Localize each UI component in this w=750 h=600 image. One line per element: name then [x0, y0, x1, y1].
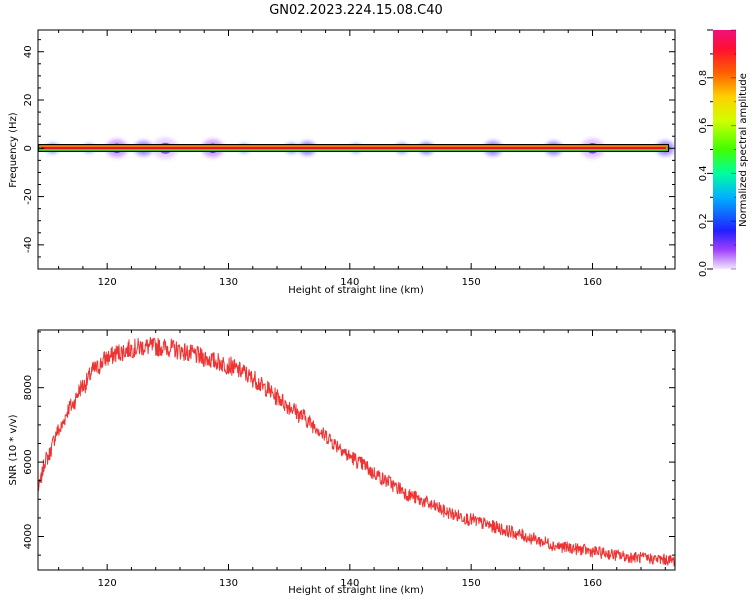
figure-title: GN02.2023.224.15.08.C40 — [269, 3, 443, 18]
bottom-ytick-label: 8000 — [23, 375, 34, 400]
spectrogram-panel: 120 130 140 150 160 40 20 0 -20 -40 Height of str… — [8, 29, 676, 296]
colorbar-gradient — [713, 30, 736, 269]
bottom-xtick-label: 150 — [462, 578, 481, 589]
bottom-xtick-label: 120 — [98, 578, 117, 589]
top-ytick-label: 40 — [23, 45, 34, 58]
top-ytick-label: -20 — [23, 188, 34, 204]
top-ylabel: Frequency (Hz) — [8, 112, 19, 188]
top-xlabel: Height of straight line (km) — [288, 285, 424, 296]
top-axis-ticks: 120 130 140 150 160 40 20 0 -20 -40 — [23, 30, 675, 288]
snr-series-line — [38, 337, 675, 567]
bottom-ytick-label: 6000 — [23, 449, 34, 474]
bottom-ylabel: SNR (10 * v/v) — [8, 414, 19, 485]
top-ytick-label: 0 — [23, 145, 34, 151]
top-ytick-label: 20 — [23, 94, 34, 107]
top-xtick-label: 160 — [583, 277, 602, 288]
bottom-xtick-label: 160 — [583, 578, 602, 589]
colorbar: 0.0 0.2 0.4 0.6 0.8 Normalized spectral ampl… — [698, 29, 749, 277]
colorbar-tick-label: 0.0 — [698, 261, 709, 277]
colorbar-tick-label: 0.4 — [698, 165, 709, 181]
bottom-xlabel: Height of straight line (km) — [288, 585, 424, 596]
bottom-ytick-label: 4000 — [23, 524, 34, 549]
top-xtick-label: 150 — [462, 277, 481, 288]
snr-panel: 120 130 140 150 160 8000 6000 4000 Height of st… — [8, 329, 676, 596]
bottom-xtick-label: 140 — [340, 578, 359, 589]
colorbar-tick-label: 0.8 — [698, 70, 709, 86]
bottom-xtick-label: 130 — [219, 578, 238, 589]
top-xtick-label: 140 — [340, 277, 359, 288]
top-xtick-label: 130 — [219, 277, 238, 288]
top-ytick-label: -40 — [23, 237, 34, 253]
top-axes-frame — [37, 29, 676, 270]
frequency-band — [38, 144, 669, 152]
colorbar-tick-label: 0.2 — [698, 213, 709, 229]
band-core — [41, 147, 666, 149]
colorbar-tick-label: 0.6 — [698, 118, 709, 134]
bottom-axis-ticks: 120 130 140 150 160 8000 6000 4000 — [23, 330, 675, 589]
bottom-axes-frame — [37, 329, 676, 571]
top-xtick-label: 120 — [98, 277, 117, 288]
colorbar-ticks: 0.0 0.2 0.4 0.6 0.8 — [698, 29, 736, 277]
colorbar-label: Normalized spectral amplitude — [738, 73, 749, 227]
